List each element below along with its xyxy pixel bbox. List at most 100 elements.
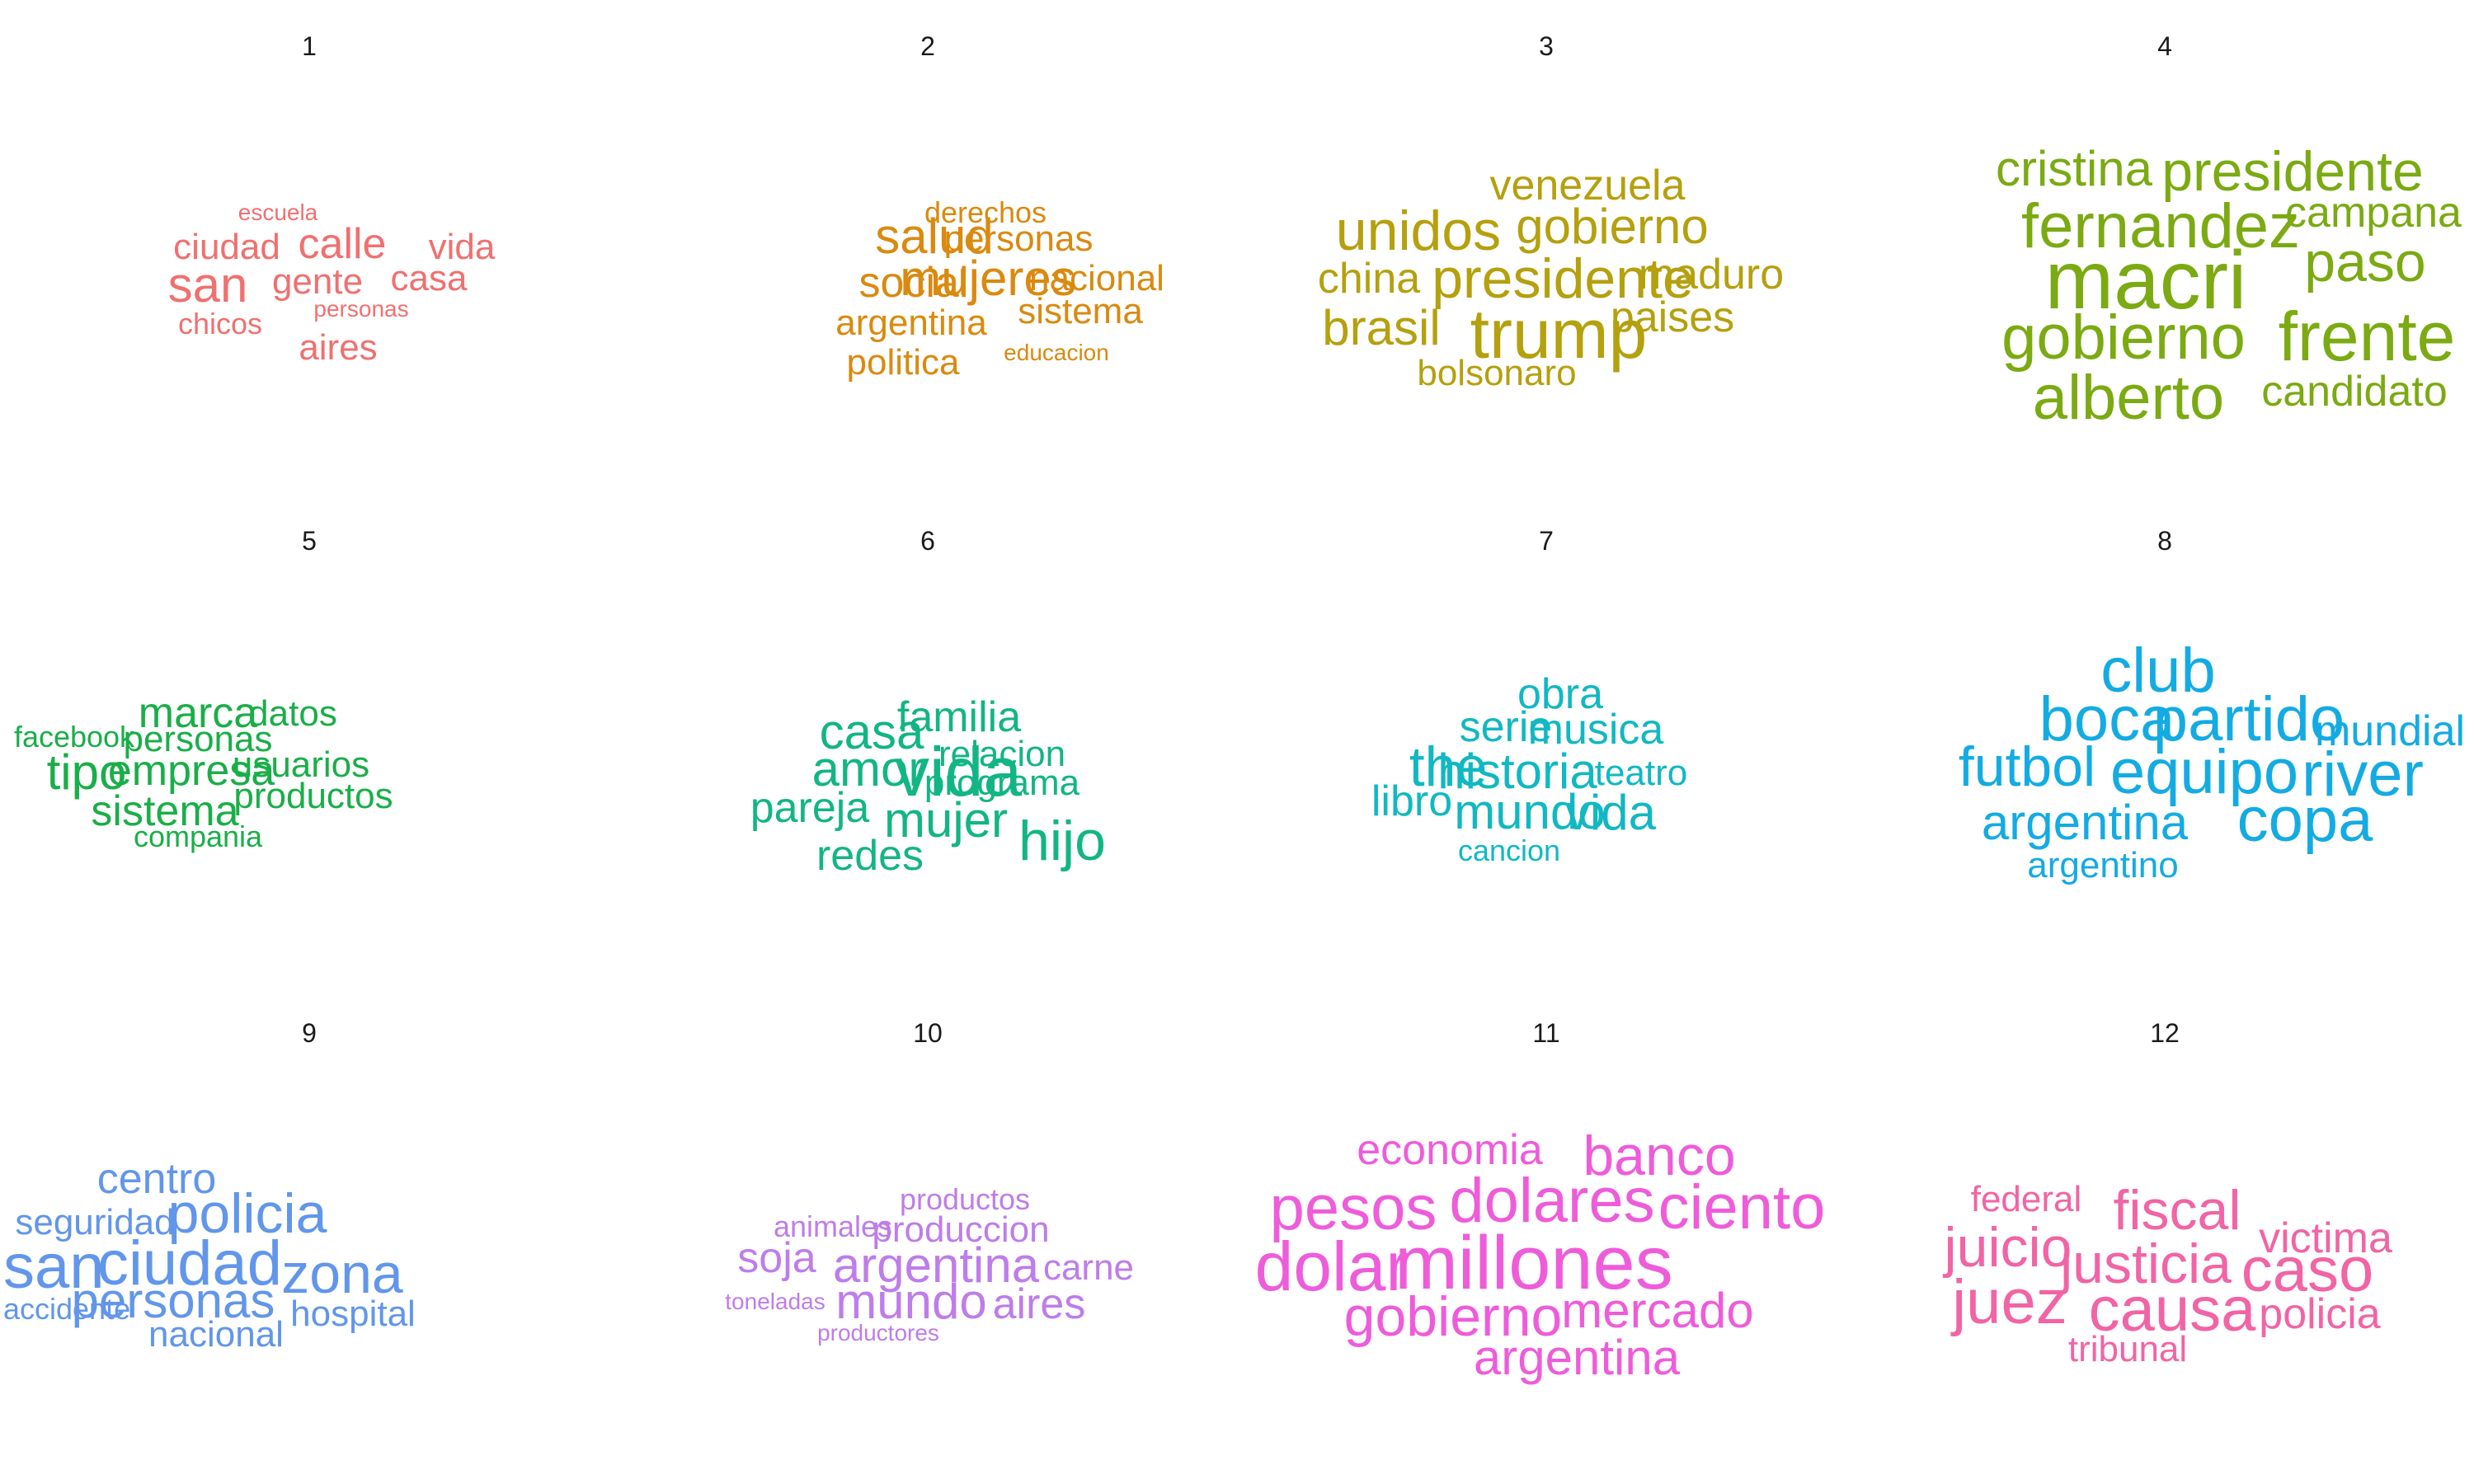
wordcloud-panel-5: 5 marca datos facebook personas usuarios tipo e…	[0, 0, 618, 852]
word-cloud: club boca partido mundial futbol equipo river a…	[1856, 0, 2474, 884]
wordcloud-panel-6: 6 familia casa relacion amor vida programa pare…	[618, 0, 1237, 877]
panel-title: 12	[2150, 1018, 2180, 1048]
cloud-word: unidos	[1335, 200, 1502, 262]
cloud-word: hospital	[290, 1294, 416, 1334]
cloud-word: amor	[811, 741, 925, 796]
wordcloud-panel-12: 12 federal fiscal victima juicio justicia caso…	[1856, 0, 2474, 1368]
cloud-word: personas	[123, 719, 273, 759]
cloud-word: paises	[1610, 294, 1735, 341]
cloud-word: libro	[1371, 777, 1453, 825]
cloud-word: productores	[817, 1320, 939, 1345]
cloud-word: presidente	[1432, 247, 1694, 310]
cloud-word: chicos	[177, 307, 263, 340]
cloud-word: juez	[1952, 1267, 2067, 1337]
cloud-word: river	[2302, 740, 2424, 810]
panel-title: 6	[920, 526, 935, 556]
cloud-word: paso	[2304, 231, 2426, 294]
cloud-word: empresa	[107, 747, 275, 795]
cloud-word: obra	[1517, 670, 1604, 718]
cloud-word: usuarios	[232, 744, 370, 785]
cloud-word: argentina	[832, 1237, 1040, 1293]
cloud-word: musica	[1527, 706, 1664, 754]
cloud-word: zona	[281, 1242, 403, 1305]
cloud-word: boca	[2039, 684, 2175, 754]
cloud-word: nacional	[1029, 258, 1164, 298]
cloud-word: educacion	[1004, 340, 1109, 365]
cloud-word: tribunal	[2067, 1329, 2188, 1369]
cloud-word: hijo	[1018, 810, 1106, 872]
panel-title: 8	[2157, 526, 2172, 556]
cloud-word: historia	[1437, 744, 1597, 799]
cloud-word: social	[858, 259, 969, 307]
cloud-word: gobierno	[1516, 199, 1709, 254]
cloud-word: ciento	[1658, 1172, 1826, 1242]
cloud-word: accidente	[2, 1292, 131, 1326]
cloud-word: frente	[2278, 298, 2456, 375]
cloud-word: seguridad	[15, 1202, 175, 1242]
word-cloud: derechos salud personas social mujeres nacion…	[618, 0, 1237, 486]
cloud-word: centro	[96, 1155, 217, 1203]
cloud-word: causa	[2088, 1275, 2256, 1345]
cloud-word: relacion	[938, 734, 1066, 774]
word-cloud: escuela ciudad calle vida san gente casa person…	[0, 0, 618, 486]
cloud-word: candidato	[2261, 368, 2448, 416]
cloud-word: calle	[298, 220, 387, 268]
cloud-word: politica	[846, 342, 960, 383]
wordcloud-panel-10: 10 productos animales produccion soja argenti…	[618, 0, 1237, 1345]
word-cloud: venezuela unidos gobierno china presidente ma…	[1237, 0, 1856, 486]
cloud-word: casa	[819, 704, 924, 759]
cloud-word: juicio	[1944, 1216, 2072, 1279]
panel-title: 5	[302, 526, 317, 556]
cloud-word: animales	[773, 1209, 893, 1243]
wordcloud-panel-4: 4 cristina presidente campana fernandez macri…	[1856, 0, 2474, 486]
cloud-word: toneladas	[725, 1289, 825, 1314]
cloud-word: produccion	[872, 1209, 1050, 1250]
cloud-word: derechos	[924, 195, 1047, 229]
cloud-word: fernandez	[2020, 191, 2301, 261]
cloud-word: aires	[299, 327, 378, 368]
cloud-word: pareja	[750, 784, 870, 832]
cloud-word: personas	[313, 296, 409, 322]
cloud-word: economia	[1357, 1126, 1543, 1174]
cloud-word: programa	[924, 763, 1080, 803]
cloud-word: club	[2100, 636, 2216, 706]
cloud-word: sistema	[1018, 291, 1143, 331]
cloud-word: cancion	[1457, 834, 1561, 867]
panel-title: 3	[1539, 31, 1554, 61]
cloud-word: productos	[899, 1182, 1031, 1216]
cloud-word: the	[1409, 735, 1488, 798]
cloud-word: vida	[1564, 785, 1657, 840]
cloud-word: familia	[896, 693, 1022, 741]
word-cloud: cristina presidente campana fernandez macri p…	[1856, 0, 2474, 486]
wordcloud-panel-11: 11 economia banco pesos dolares ciento dolar mi…	[1237, 0, 1856, 1383]
wordcloud-panel-1: 1 escuela ciudad calle vida san gente casa perso…	[0, 0, 618, 486]
cloud-word: compania	[133, 819, 263, 853]
cloud-word: campana	[2285, 189, 2462, 237]
cloud-word: vida	[894, 733, 1023, 810]
cloud-word: ciudad	[97, 1228, 282, 1298]
cloud-word: justicia	[2060, 1233, 2232, 1295]
cloud-word: san	[2, 1232, 105, 1302]
cloud-word: mujeres	[900, 251, 1076, 306]
cloud-word: china	[1317, 255, 1421, 303]
cloud-word: salud	[875, 209, 994, 264]
word-cloud: federal fiscal victima juicio justicia caso ju…	[1856, 0, 2474, 1368]
cloud-word: ciudad	[173, 227, 280, 267]
cloud-word: mujer	[883, 792, 1009, 848]
cloud-word: argentina	[1981, 795, 2189, 850]
cloud-word: brasil	[1322, 300, 1441, 355]
cloud-word: san	[167, 257, 248, 312]
cloud-word: dolares	[1449, 1166, 1655, 1236]
cloud-word: millones	[1395, 1221, 1673, 1305]
cloud-word: marca	[138, 689, 258, 737]
cloud-word: mundo	[835, 1274, 987, 1329]
cloud-word: policia	[2259, 1290, 2381, 1338]
cloud-word: gobierno	[1343, 1285, 1563, 1348]
cloud-word: pesos	[1269, 1173, 1437, 1243]
word-cloud: economia banco pesos dolares ciento dolar mill…	[1237, 0, 1856, 1383]
cloud-word: partido	[2152, 684, 2345, 754]
cloud-word: personas	[71, 1273, 275, 1328]
word-cloud: marca datos facebook personas usuarios tipo em…	[0, 0, 618, 852]
panel-title: 4	[2157, 31, 2172, 61]
cloud-word: argentina	[1473, 1330, 1681, 1385]
